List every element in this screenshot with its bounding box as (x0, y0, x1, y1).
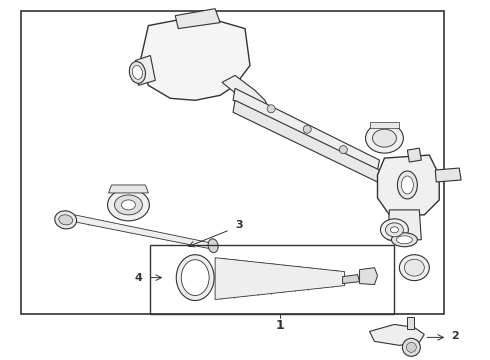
Ellipse shape (391, 227, 398, 233)
Polygon shape (215, 258, 344, 300)
Bar (21, 11, 444, 315)
Polygon shape (108, 185, 148, 193)
Ellipse shape (59, 215, 73, 225)
Ellipse shape (181, 260, 209, 296)
Ellipse shape (366, 123, 403, 153)
Text: 1: 1 (275, 319, 284, 332)
Text: 4: 4 (135, 273, 143, 283)
Polygon shape (222, 75, 270, 118)
Polygon shape (233, 100, 379, 182)
Ellipse shape (392, 233, 417, 247)
Ellipse shape (397, 171, 417, 199)
Polygon shape (388, 210, 421, 240)
Ellipse shape (55, 211, 76, 229)
Polygon shape (407, 318, 415, 329)
Ellipse shape (176, 255, 214, 301)
Polygon shape (360, 268, 377, 285)
Ellipse shape (122, 200, 135, 210)
Ellipse shape (404, 259, 424, 276)
Ellipse shape (129, 62, 146, 83)
Circle shape (267, 105, 275, 113)
Polygon shape (407, 148, 421, 162)
Polygon shape (343, 275, 360, 284)
Ellipse shape (399, 255, 429, 280)
Text: 2: 2 (451, 332, 459, 341)
Ellipse shape (208, 239, 218, 253)
Ellipse shape (132, 66, 143, 79)
Circle shape (340, 146, 347, 154)
Ellipse shape (107, 189, 149, 221)
Ellipse shape (401, 176, 414, 194)
Polygon shape (74, 215, 210, 249)
Polygon shape (135, 55, 155, 85)
Ellipse shape (380, 219, 408, 241)
Polygon shape (233, 88, 379, 170)
Ellipse shape (115, 195, 143, 215)
Ellipse shape (396, 236, 413, 244)
Ellipse shape (372, 129, 396, 147)
Circle shape (303, 125, 311, 133)
Polygon shape (141, 15, 250, 100)
Circle shape (402, 338, 420, 356)
Polygon shape (369, 324, 424, 345)
Ellipse shape (386, 223, 403, 237)
Polygon shape (369, 122, 399, 128)
Circle shape (406, 342, 416, 352)
Polygon shape (435, 168, 461, 182)
Bar (150, 245, 394, 315)
Polygon shape (175, 9, 220, 28)
Text: 3: 3 (235, 220, 243, 230)
Polygon shape (377, 155, 439, 215)
